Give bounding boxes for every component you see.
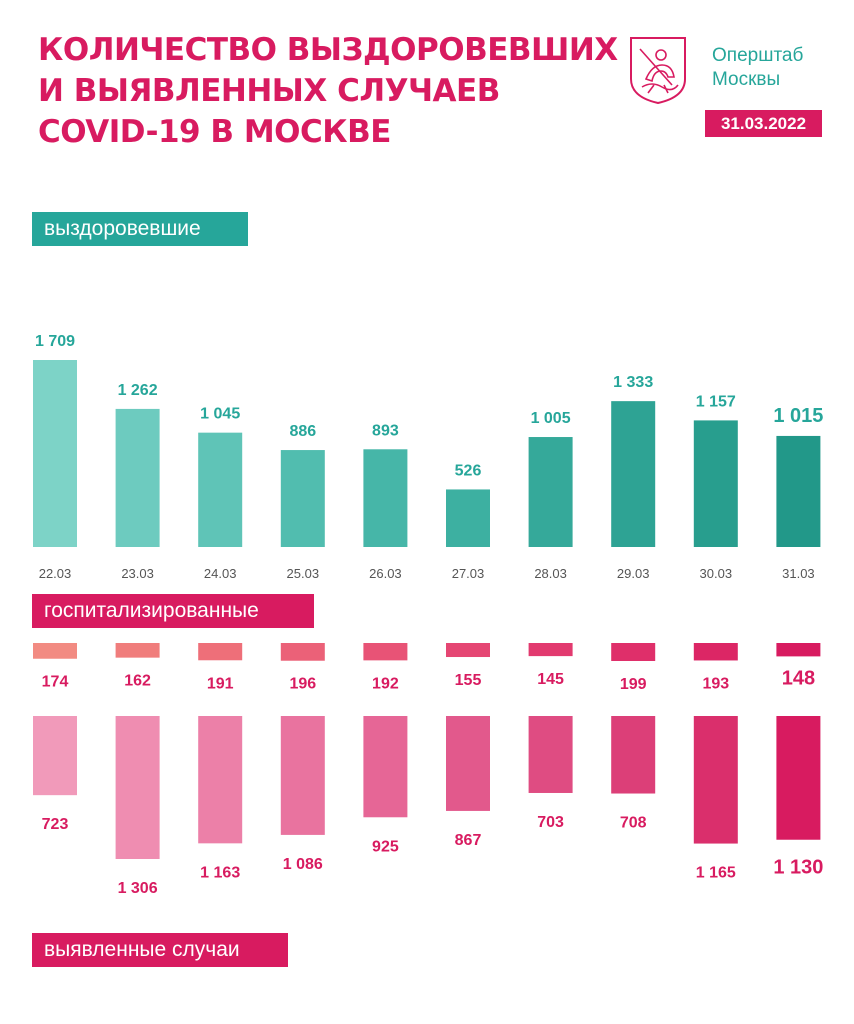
moscow-coat-of-arms-icon [628,35,688,105]
detected-bar [115,716,160,859]
hospitalized-value-label: 191 [207,675,234,692]
date-tick-label: 25.03 [287,566,320,581]
hospitalized-bar [198,643,243,661]
date-tick-label: 30.03 [700,566,733,581]
hospitalized-bar [363,643,408,661]
recovered-value-label: 1 333 [613,374,653,391]
recovered-bar [776,435,821,547]
recovered-bar [363,449,408,547]
hospitalized-bar [115,643,160,658]
hospitalized-value-label: 155 [455,672,482,689]
recovered-value-label: 1 157 [696,393,736,410]
date-tick-label: 22.03 [39,566,72,581]
detected-bar [776,716,821,840]
detected-value-label: 867 [455,832,482,849]
org-name: Оперштаб Москвы [712,44,803,92]
recovered-bar [611,401,656,547]
recovered-bar [693,420,738,547]
recovered-value-label: 1 709 [35,333,75,350]
detected-value-label: 1 130 [773,857,823,879]
title-line-3: COVID-19 В МОСКВЕ [38,114,391,150]
org-line-1: Оперштаб [712,45,804,66]
date-tick-label: 23.03 [121,566,154,581]
recovered-bar [115,408,160,547]
hospitalized-value-label: 148 [782,667,815,689]
date-tick-label: 31.03 [782,566,815,581]
hospitalized-value-label: 192 [372,675,399,692]
detected-value-label: 703 [537,814,564,831]
recovered-bar [33,360,77,547]
date-tick-label: 27.03 [452,566,485,581]
recovered-value-label: 893 [372,422,399,439]
detected-bar [693,716,738,844]
detected-value-label: 1 163 [200,864,240,881]
recovered-value-label: 1 015 [773,405,823,427]
hospitalized-bar [693,643,738,661]
title-line-2: И ВЫЯВЛЕННЫХ СЛУЧАЕВ [38,73,500,109]
detected-value-label: 1 165 [696,865,736,882]
hospitalized-bar [446,643,490,658]
hospitalized-value-label: 199 [620,676,647,693]
detected-value-label: 925 [372,838,399,855]
detected-bar [611,716,656,794]
detected-bar [198,716,243,844]
recovered-value-label: 886 [289,423,316,440]
hospitalized-bar [280,643,325,661]
detected-bar [528,716,573,793]
hospitalized-value-label: 193 [702,675,729,692]
page-title: КОЛИЧЕСТВО ВЫЗДОРОВЕВШИХ И ВЫЯВЛЕННЫХ СЛ… [38,30,618,153]
date-badge: 31.03.2022 [705,110,822,137]
recovered-bar [280,450,325,547]
date-tick-label: 28.03 [534,566,567,581]
recovered-label: выздоровевшие [32,212,248,246]
recovered-bar [528,437,573,547]
hospitalized-bar [611,643,656,661]
date-tick-label: 24.03 [204,566,237,581]
hospitalized-value-label: 145 [537,671,564,688]
detected-value-label: 1 306 [118,880,158,897]
recovered-value-label: 526 [455,462,482,479]
date-tick-label: 29.03 [617,566,650,581]
detected-bar [33,716,77,796]
recovered-bar [446,489,490,547]
recovered-value-label: 1 005 [531,410,571,427]
hospitalized-value-label: 196 [289,676,316,693]
detected-bar [363,716,408,818]
hospitalized-value-label: 174 [42,674,69,691]
detected-label: выявленные случаи [32,933,288,967]
hospitalized-value-label: 162 [124,673,151,690]
recovered-bar [198,432,243,547]
detected-value-label: 723 [42,816,69,833]
detected-bar [446,716,490,811]
hospitalized-bar [33,643,77,659]
recovered-value-label: 1 262 [118,382,158,399]
detected-value-label: 708 [620,815,647,832]
recovered-value-label: 1 045 [200,406,240,423]
org-line-2: Москвы [712,69,781,90]
date-tick-label: 26.03 [369,566,402,581]
detected-bar [280,716,325,835]
hospitalized-label: госпитализированные [32,594,314,628]
detected-value-label: 1 086 [283,856,323,873]
hospitalized-bar [528,643,573,657]
hospitalized-bar [776,643,821,657]
title-line-1: КОЛИЧЕСТВО ВЫЗДОРОВЕВШИХ [38,32,618,68]
